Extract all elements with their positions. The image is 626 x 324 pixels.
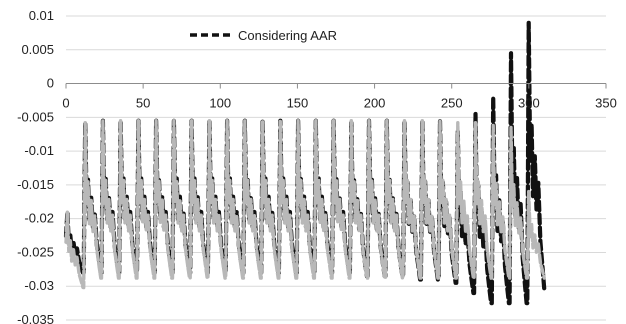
y-tick-label: 0 [47, 76, 54, 91]
y-tick-label: -0.01 [24, 143, 54, 158]
y-tick-label: -0.025 [17, 244, 54, 259]
x-tick-label: 300 [518, 96, 540, 111]
x-tick-label: 100 [209, 96, 231, 111]
y-tick-label: -0.03 [24, 278, 54, 293]
x-tick-label: 350 [595, 96, 617, 111]
tick-labels: 0.01 0.005 0 -0.005 -0.01 -0.015 -0.02 -0.025 -0… [17, 8, 617, 324]
series-layer [63, 20, 547, 306]
x-tick-label: 200 [364, 96, 386, 111]
axes [65, 83, 607, 89]
y-tick-label: -0.005 [17, 109, 54, 124]
series-line-baseline [64, 119, 546, 290]
x-tick-label: 0 [62, 96, 69, 111]
legend-label-considering-aar: Considering AAR [238, 28, 337, 43]
y-tick-label: -0.02 [24, 211, 54, 226]
y-tick-label: -0.015 [17, 177, 54, 192]
y-tick-label: 0.01 [29, 8, 54, 23]
y-tick-label: 0.005 [21, 42, 54, 57]
legend: Considering AAR [190, 28, 337, 43]
x-tick-label: 50 [136, 96, 150, 111]
x-tick-label: 250 [441, 96, 463, 111]
x-tick-label: 150 [287, 96, 309, 111]
y-tick-label: -0.035 [17, 312, 54, 324]
